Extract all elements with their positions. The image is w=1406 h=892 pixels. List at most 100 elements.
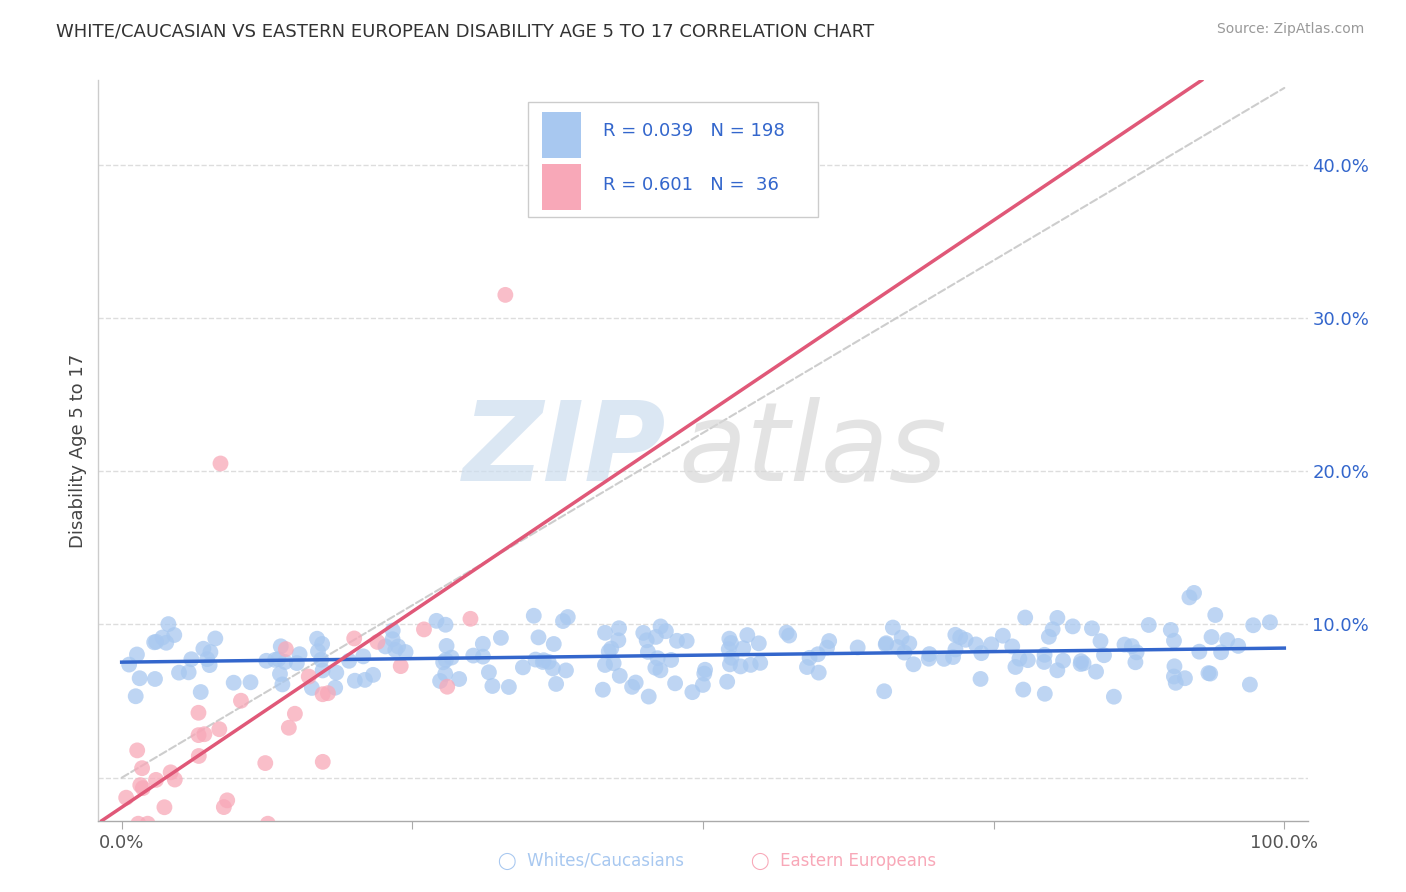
Point — [607, 633, 630, 648]
Point — [717, 642, 740, 657]
Point — [1204, 607, 1226, 622]
Point — [449, 672, 471, 686]
Point — [381, 624, 404, 638]
Point — [337, 654, 360, 668]
Point — [1085, 665, 1108, 679]
Point — [1102, 690, 1125, 704]
Point — [645, 630, 668, 644]
Text: ZIP: ZIP — [463, 397, 666, 504]
Point — [1004, 660, 1026, 674]
Point — [301, 681, 323, 695]
Point — [890, 631, 912, 645]
Point — [748, 636, 770, 650]
Point — [307, 632, 329, 646]
Point — [720, 636, 742, 650]
Point — [270, 640, 292, 654]
Point — [167, 665, 190, 680]
Point — [593, 657, 616, 672]
Point — [716, 674, 738, 689]
Point — [127, 743, 149, 757]
Point — [1046, 611, 1069, 625]
Point — [1182, 586, 1205, 600]
Point — [1211, 645, 1233, 659]
Point — [274, 642, 297, 657]
Point — [284, 706, 307, 721]
Point — [128, 671, 150, 685]
Point — [285, 656, 308, 670]
Point — [593, 625, 616, 640]
Point — [208, 723, 231, 737]
Point — [1014, 610, 1036, 624]
Point — [311, 687, 333, 701]
Point — [311, 637, 333, 651]
Point — [132, 781, 155, 796]
Point — [163, 772, 186, 787]
Point — [157, 617, 180, 632]
Point — [471, 637, 494, 651]
Point — [955, 632, 977, 647]
Point — [807, 665, 830, 680]
Point — [1038, 630, 1060, 644]
Point — [665, 633, 688, 648]
Point — [311, 664, 333, 678]
Point — [217, 793, 239, 807]
Point — [115, 790, 138, 805]
Point — [681, 685, 703, 699]
Point — [309, 653, 332, 667]
Point — [312, 755, 335, 769]
Point — [436, 680, 458, 694]
Point — [718, 632, 741, 646]
Point — [277, 721, 299, 735]
Point — [125, 690, 148, 704]
Point — [389, 659, 412, 673]
Point — [523, 608, 546, 623]
Point — [254, 756, 277, 770]
Point — [945, 642, 967, 657]
Point — [209, 457, 232, 471]
Point — [693, 666, 716, 681]
Point — [436, 639, 458, 653]
Point — [598, 644, 620, 658]
Bar — [543, 112, 581, 158]
Point — [624, 675, 647, 690]
Point — [1160, 623, 1182, 637]
Point — [153, 800, 176, 814]
Point — [1216, 633, 1239, 648]
Point — [1042, 622, 1064, 636]
Point — [1164, 675, 1187, 690]
Point — [316, 686, 339, 700]
Point — [720, 650, 742, 665]
Point — [354, 673, 377, 687]
Point — [543, 637, 565, 651]
Text: R = 0.601   N =  36: R = 0.601 N = 36 — [603, 177, 779, 194]
Point — [557, 610, 579, 624]
Point — [1081, 621, 1104, 635]
Point — [343, 632, 366, 646]
Point — [1092, 648, 1115, 663]
Point — [749, 656, 772, 670]
Point — [1062, 619, 1084, 633]
Point — [893, 646, 915, 660]
Text: R = 0.039   N = 198: R = 0.039 N = 198 — [603, 121, 785, 140]
Point — [882, 621, 904, 635]
Point — [718, 657, 741, 672]
Point — [1199, 666, 1222, 681]
Point — [1046, 663, 1069, 677]
Point — [239, 675, 262, 690]
Point — [180, 652, 202, 666]
Point — [352, 649, 374, 664]
Point — [481, 679, 503, 693]
Point — [637, 645, 659, 659]
FancyBboxPatch shape — [527, 103, 818, 218]
Point — [818, 634, 841, 648]
Point — [693, 663, 716, 677]
Point — [472, 649, 495, 664]
Point — [1001, 640, 1024, 654]
Point — [875, 636, 897, 650]
Point — [187, 706, 209, 720]
Point — [778, 628, 800, 642]
Point — [257, 816, 280, 830]
Point — [512, 660, 534, 674]
Point — [187, 749, 209, 764]
Point — [898, 636, 921, 650]
